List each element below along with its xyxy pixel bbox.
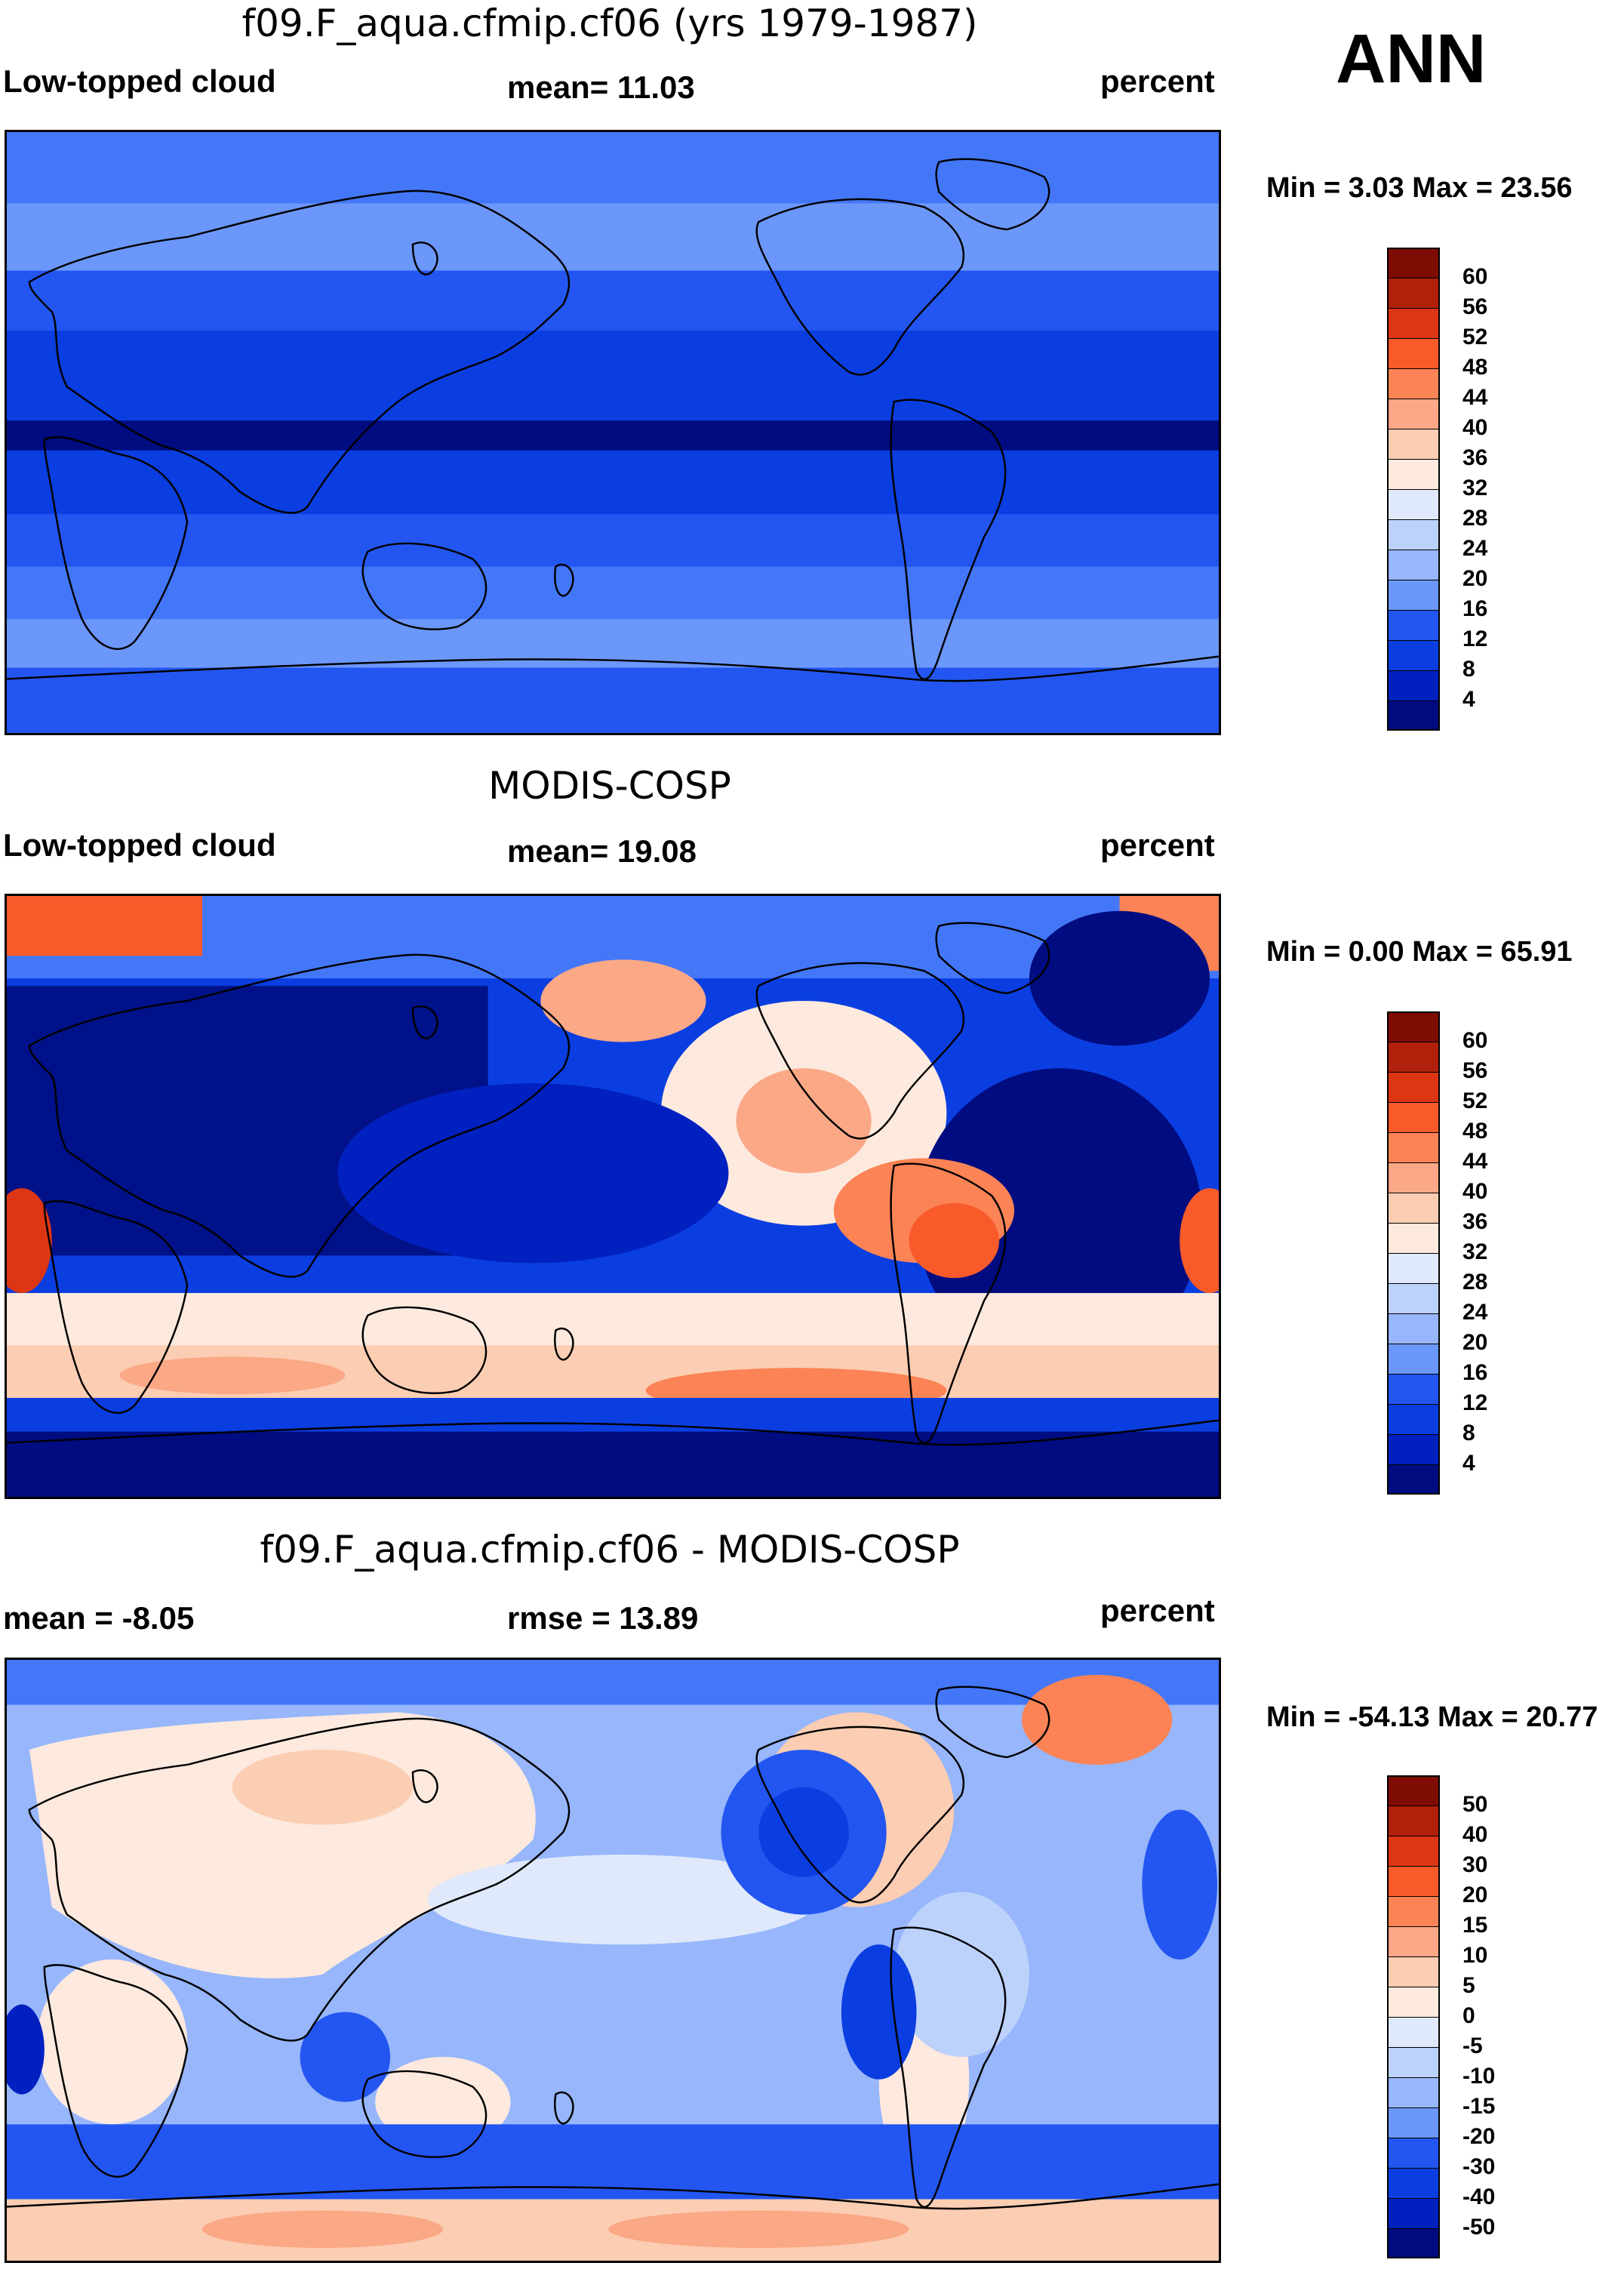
panel2-tick: 16 bbox=[1463, 1360, 1488, 1385]
panel1-tick: 48 bbox=[1463, 355, 1488, 380]
panel3-title: f09.F_aqua.cfmip.cf06 - MODIS-COSP bbox=[260, 1528, 960, 1572]
panel1-tick: 28 bbox=[1463, 506, 1488, 531]
panel2-right-label: percent bbox=[1100, 827, 1215, 863]
panel1-tick: 4 bbox=[1463, 687, 1475, 712]
panel1-tick: 32 bbox=[1463, 476, 1488, 500]
panel3-colorbar-box bbox=[1387, 1775, 1440, 2258]
panel3-minmax: Min = -54.13 Max = 20.77 bbox=[1266, 1701, 1598, 1733]
panel3-tick: 15 bbox=[1463, 1913, 1488, 1938]
panel3-center-label: rmse = 13.89 bbox=[507, 1600, 699, 1636]
panel2-colorbar-box bbox=[1387, 1011, 1440, 1495]
panel3-tick: 50 bbox=[1463, 1792, 1488, 1817]
panel1-tick: 40 bbox=[1463, 415, 1488, 440]
panel1-colorbar-box bbox=[1387, 248, 1440, 731]
panel1-center-label: mean= 11.03 bbox=[507, 69, 695, 105]
panel2-colorbar bbox=[1387, 1011, 1440, 1495]
panel1-tick: 44 bbox=[1463, 385, 1488, 410]
panel1-right-label: percent bbox=[1100, 63, 1215, 99]
panel3-right-label: percent bbox=[1100, 1593, 1215, 1628]
panel1-tick: 56 bbox=[1463, 294, 1488, 319]
panel3-tick: 30 bbox=[1463, 1852, 1488, 1877]
panel3-left-label: mean = -8.05 bbox=[3, 1600, 195, 1636]
panel2-map-svg bbox=[7, 896, 1219, 1497]
panel2-tick: 8 bbox=[1463, 1421, 1475, 1445]
panel2-map bbox=[5, 894, 1221, 1499]
panel3-tick: -40 bbox=[1463, 2184, 1496, 2209]
panel1-map-svg bbox=[7, 132, 1219, 733]
panel2-tick: 52 bbox=[1463, 1088, 1488, 1113]
panel3-tick: 40 bbox=[1463, 1822, 1488, 1847]
panel1-tick: 8 bbox=[1463, 657, 1475, 682]
panel1-tick: 20 bbox=[1463, 566, 1488, 591]
panel3-tick: 0 bbox=[1463, 2003, 1475, 2028]
panel3-tick: -20 bbox=[1463, 2124, 1496, 2149]
panel2-tick: 48 bbox=[1463, 1119, 1488, 1144]
panel1-left-label: Low-topped cloud bbox=[3, 63, 276, 99]
panel3-map-svg bbox=[7, 1660, 1219, 2261]
panel3-colorbar bbox=[1387, 1775, 1440, 2258]
panel2-tick: 44 bbox=[1463, 1149, 1488, 1174]
panel1-tick: 36 bbox=[1463, 445, 1488, 470]
panel3-tick: -30 bbox=[1463, 2154, 1496, 2179]
panel2-center-label: mean= 19.08 bbox=[507, 833, 697, 869]
panel3-tick: 5 bbox=[1463, 1973, 1475, 1998]
panel2-title: MODIS-COSP bbox=[488, 764, 731, 808]
panel1-title: f09.F_aqua.cfmip.cf06 (yrs 1979-1987) bbox=[241, 2, 978, 45]
panel2-left-label: Low-topped cloud bbox=[3, 827, 276, 863]
panel2-tick: 36 bbox=[1463, 1209, 1488, 1234]
panel3-tick: 10 bbox=[1463, 1943, 1488, 1968]
panel2-tick: 40 bbox=[1463, 1179, 1488, 1204]
panel1-tick: 16 bbox=[1463, 596, 1488, 621]
panel3-map bbox=[5, 1658, 1221, 2263]
panel1-tick: 12 bbox=[1463, 626, 1488, 651]
panel2-tick: 12 bbox=[1463, 1390, 1488, 1415]
panel2-tick: 60 bbox=[1463, 1028, 1488, 1053]
panel2-tick: 28 bbox=[1463, 1270, 1488, 1295]
panel2-minmax: Min = 0.00 Max = 65.91 bbox=[1266, 936, 1573, 968]
panel3-tick: -10 bbox=[1463, 2064, 1496, 2089]
panel1-minmax: Min = 3.03 Max = 23.56 bbox=[1266, 172, 1573, 204]
panel2-tick: 32 bbox=[1463, 1239, 1488, 1264]
panel3-tick: -15 bbox=[1463, 2094, 1496, 2119]
panel2-tick: 20 bbox=[1463, 1330, 1488, 1355]
panel2-tick: 56 bbox=[1463, 1058, 1488, 1083]
panel1-colorbar bbox=[1387, 248, 1440, 731]
panel1-map bbox=[5, 130, 1221, 735]
panel3-tick: 20 bbox=[1463, 1883, 1488, 1907]
panel3-tick: -50 bbox=[1463, 2215, 1496, 2240]
panel3-tick: -5 bbox=[1463, 2033, 1483, 2058]
panel1-tick: 24 bbox=[1463, 536, 1488, 561]
panel1-tick: 60 bbox=[1463, 264, 1488, 289]
panel1-tick: 52 bbox=[1463, 325, 1488, 349]
season-label: ANN bbox=[1336, 20, 1487, 97]
panel2-tick: 24 bbox=[1463, 1300, 1488, 1325]
panel2-tick: 4 bbox=[1463, 1451, 1475, 1476]
